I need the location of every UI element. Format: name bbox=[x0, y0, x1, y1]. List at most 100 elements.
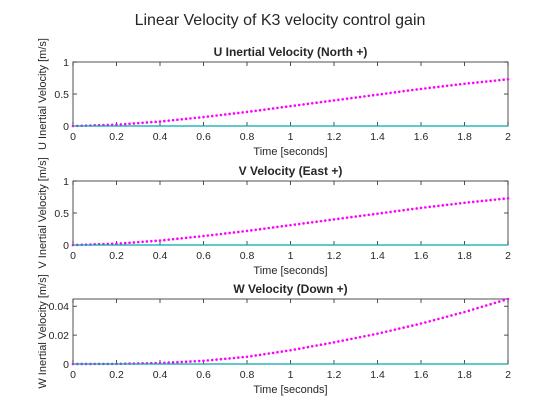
series-point bbox=[415, 207, 418, 210]
series-point bbox=[180, 360, 184, 364]
series-point bbox=[158, 239, 162, 242]
x-tick-label: 0.6 bbox=[196, 250, 211, 262]
series-point bbox=[237, 230, 240, 234]
series-point bbox=[115, 123, 118, 127]
series-point bbox=[402, 89, 405, 93]
y-axis-label: V Inertial Velocity [m/s] bbox=[37, 157, 49, 268]
series-point bbox=[463, 201, 466, 205]
series-point bbox=[445, 203, 449, 207]
series-point bbox=[297, 347, 301, 350]
series-point bbox=[184, 236, 188, 240]
series-point bbox=[254, 109, 257, 113]
series-point bbox=[141, 240, 144, 244]
series-point bbox=[367, 334, 371, 337]
series-point bbox=[371, 212, 375, 216]
series-point bbox=[206, 115, 210, 118]
series-point bbox=[484, 304, 488, 307]
series-point bbox=[450, 314, 453, 317]
x-tick-label: 0.8 bbox=[240, 131, 255, 143]
x-axis-label: Time [seconds] bbox=[253, 265, 327, 277]
series-point bbox=[493, 198, 497, 201]
series-point bbox=[428, 205, 432, 209]
series-point bbox=[402, 208, 405, 212]
series-point bbox=[428, 319, 432, 323]
series-point bbox=[467, 82, 471, 85]
series-point bbox=[454, 83, 458, 87]
series-point bbox=[380, 211, 384, 215]
series-point bbox=[324, 219, 327, 222]
series-point bbox=[210, 114, 214, 118]
series-point bbox=[415, 323, 418, 326]
series-point bbox=[367, 94, 371, 98]
series-point bbox=[406, 89, 410, 92]
series-point bbox=[197, 235, 201, 238]
series-point bbox=[158, 120, 162, 123]
series-point bbox=[411, 88, 414, 92]
series-point bbox=[154, 120, 157, 124]
series-dots-1 bbox=[71, 196, 510, 247]
series-point bbox=[454, 202, 458, 206]
series-point bbox=[471, 308, 475, 311]
series-point bbox=[302, 346, 305, 350]
series-point bbox=[493, 301, 497, 305]
series-point bbox=[397, 327, 401, 330]
series-point bbox=[119, 242, 123, 245]
series-point bbox=[458, 201, 462, 205]
series-point bbox=[389, 210, 392, 214]
series-point bbox=[250, 354, 253, 358]
series-point bbox=[280, 350, 284, 353]
x-axis-label: Time [seconds] bbox=[253, 146, 327, 158]
series-point bbox=[506, 77, 510, 81]
series-point bbox=[136, 240, 140, 244]
series-point bbox=[471, 81, 475, 85]
series-point bbox=[297, 222, 301, 226]
series-point bbox=[484, 199, 488, 202]
series-point bbox=[402, 326, 405, 329]
x-tick-label: 1.4 bbox=[370, 131, 385, 143]
series-point bbox=[171, 118, 175, 122]
series-point bbox=[167, 238, 170, 241]
y-axis-label: U Inertial Velocity [m/s] bbox=[37, 38, 49, 150]
series-point bbox=[484, 80, 488, 83]
series-point bbox=[358, 335, 362, 339]
series-point bbox=[276, 225, 279, 229]
series-point bbox=[437, 317, 440, 321]
series-point bbox=[306, 221, 310, 225]
series-point bbox=[289, 348, 292, 352]
series-point bbox=[397, 209, 401, 213]
y-tick-label: 0.5 bbox=[54, 208, 69, 220]
series-point bbox=[197, 359, 201, 363]
series-point bbox=[141, 121, 144, 125]
series-point bbox=[376, 93, 379, 96]
series-point bbox=[498, 78, 501, 82]
series-point bbox=[258, 227, 262, 231]
series-point bbox=[424, 321, 427, 324]
series-point bbox=[293, 104, 297, 107]
series-point bbox=[380, 92, 384, 96]
series-point bbox=[476, 306, 479, 310]
series-point bbox=[215, 233, 218, 236]
series-point bbox=[123, 122, 127, 126]
series-point bbox=[502, 299, 505, 302]
series-point bbox=[145, 121, 149, 124]
y-tick-label: 0.04 bbox=[49, 301, 70, 313]
series-point bbox=[419, 322, 423, 325]
series-point bbox=[254, 228, 257, 232]
series-point bbox=[280, 106, 284, 109]
x-tick-label: 0.4 bbox=[153, 131, 168, 143]
subplot-title: U Inertial Velocity (North +) bbox=[214, 45, 368, 59]
x-tick-label: 0.4 bbox=[153, 369, 168, 381]
series-point bbox=[267, 107, 271, 111]
series-point bbox=[371, 93, 375, 97]
x-tick-label: 1 bbox=[288, 369, 294, 381]
series-point bbox=[345, 97, 349, 100]
series-point bbox=[176, 360, 179, 364]
series-point bbox=[310, 220, 314, 224]
series-point bbox=[328, 99, 331, 103]
series-point bbox=[289, 223, 292, 227]
series-point bbox=[302, 222, 305, 225]
series-point bbox=[263, 108, 266, 111]
series-point bbox=[210, 358, 214, 362]
series-point bbox=[428, 86, 432, 90]
